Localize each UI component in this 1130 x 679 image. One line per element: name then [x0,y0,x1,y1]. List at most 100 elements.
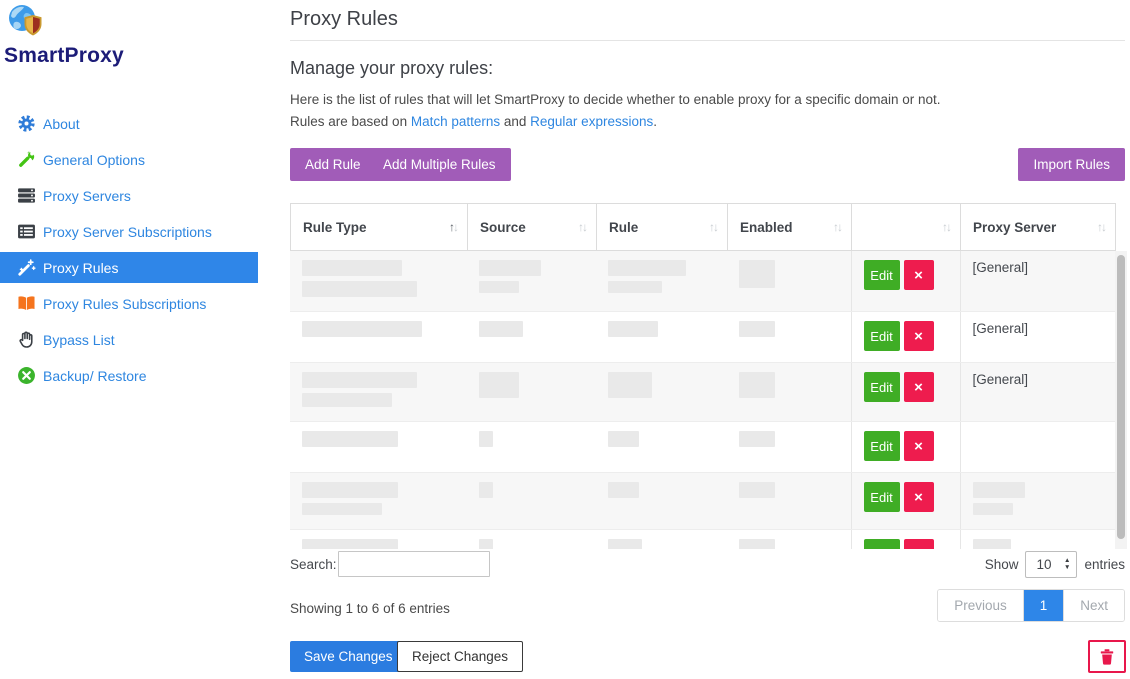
rule-cell [596,472,727,530]
table-row: Edit × [General] [290,251,1115,312]
smartproxy-logo-icon [8,4,42,38]
previous-page-button[interactable]: Previous [938,590,1023,621]
next-page-button[interactable]: Next [1063,590,1124,621]
app-title: SmartProxy [4,44,124,67]
proxy-server-value: [General] [972,260,1029,275]
redacted-value [972,503,1013,515]
rule-cell [727,362,851,422]
gear-icon [17,114,36,133]
table-body-viewport: Edit × [General] Edit × [General] Edit × [Genera… [290,251,1115,549]
proxy-rules-table: Rule Type ↑↓ Source ↑↓ Rule ↑↓ Enabled ↑↓ ↑↓ Prox… [290,203,1116,549]
table-row: Edit × [General] [290,311,1115,363]
import-rules-button[interactable]: Import Rules [1018,148,1125,181]
edit-rule-button[interactable]: Edit [863,539,900,549]
proxy-server-value: [General] [972,321,1029,336]
sidebar-item-proxy-rules[interactable]: Proxy Rules [0,252,258,283]
wrench-icon [17,150,36,169]
search-label: Search: [290,557,337,572]
delete-rule-button[interactable]: × [903,431,934,461]
title-divider [290,40,1125,41]
edit-rule-button[interactable]: Edit [863,260,900,290]
delete-rule-button[interactable]: × [903,482,934,512]
redacted-value [608,482,639,498]
add-rule-button[interactable]: Add Rule [290,148,376,181]
edit-rule-button[interactable]: Edit [863,431,900,461]
sidebar-item-label: Proxy Rules [43,259,119,276]
table-header-row: Rule Type ↑↓ Source ↑↓ Rule ↑↓ Enabled ↑↓ ↑↓ Prox… [290,203,1116,251]
proxy-server-cell: [General] [959,362,1115,422]
add-multiple-rules-button[interactable]: Add Multiple Rules [368,148,511,181]
actions-cell: Edit× [850,529,960,549]
page-size-select[interactable]: 10 ▲ ▼ [1025,551,1078,578]
rule-cell [290,311,467,363]
redacted-value [302,482,398,498]
sort-icon: ↑↓ [942,220,952,234]
redacted-value [608,260,686,276]
delete-all-rules-button[interactable] [1088,640,1126,673]
table-row: Edit× [290,472,1115,530]
rules-note-and: and [500,114,531,129]
sidebar-item-proxy-server-subscriptions[interactable]: Proxy Server Subscriptions [0,216,258,247]
table-scrollbar[interactable] [1115,251,1127,549]
reject-changes-button[interactable]: Reject Changes [397,641,524,672]
delete-rule-button[interactable]: × [903,372,934,402]
column-header-rule[interactable]: Rule ↑↓ [596,203,728,251]
save-changes-button[interactable]: Save Changes [290,641,407,672]
redacted-value [739,431,775,447]
table-scrollbar-thumb[interactable] [1117,255,1125,539]
redacted-value [302,503,382,515]
column-header-rule-type[interactable]: Rule Type ↑↓ [290,203,468,251]
hand-icon [17,330,36,349]
column-header-source[interactable]: Source ↑↓ [467,203,597,251]
sidebar-item-label: About [43,115,80,132]
match-patterns-link[interactable]: Match patterns [410,114,501,129]
rule-cell [727,251,851,312]
proxy-server-value: [General] [972,372,1029,387]
redacted-value [608,431,639,447]
actions-cell: Edit× [850,421,960,473]
actions-cell: Edit× [850,362,960,422]
sidebar-item-general-options[interactable]: General Options [0,144,258,175]
page-1-button[interactable]: 1 [1022,590,1064,621]
edit-rule-button[interactable]: Edit [863,482,900,512]
edit-rule-button[interactable]: Edit [863,372,900,402]
edit-rule-button[interactable]: Edit [863,321,900,351]
entries-label: entries [1084,557,1125,572]
redacted-value [608,321,658,337]
redacted-value [479,539,493,549]
redacted-value [302,260,402,276]
delete-rule-button[interactable]: × [903,321,934,351]
rule-cell [467,472,596,530]
delete-rule-button[interactable]: × [903,260,934,290]
sidebar-item-bypass-list[interactable]: Bypass List [0,324,258,355]
page-title: Proxy Rules [290,8,398,30]
delete-rule-button[interactable]: × [903,539,934,549]
sidebar-item-proxy-servers[interactable]: Proxy Servers [0,180,258,211]
rule-cell [467,311,596,363]
column-header-enabled[interactable]: Enabled ↑↓ [727,203,852,251]
sidebar-item-about[interactable]: About [0,108,258,139]
redacted-value [302,431,398,447]
redacted-value [479,281,519,293]
pagination: Previous 1 Next [937,589,1125,622]
search-input[interactable] [338,551,490,577]
sidebar-item-proxy-rules-subscriptions[interactable]: Proxy Rules Subscriptions [0,288,258,319]
column-header-actions[interactable]: ↑↓ [851,203,961,251]
column-label: Source [480,219,526,235]
rule-cell [467,529,596,549]
rule-cell [290,362,467,422]
rule-cell [467,251,596,312]
rules-table-body-table: Edit × [General] Edit × [General] Edit × [Genera… [290,251,1115,549]
rule-cell [467,421,596,473]
sidebar-item-backup-restore[interactable]: Backup/ Restore [0,360,258,391]
table-row: Edit× [290,529,1115,549]
sort-icon: ↑↓ [578,220,588,234]
table-row: Edit× [290,421,1115,473]
regular-expressions-link[interactable]: Regular expressions [530,114,654,129]
column-header-proxy-server[interactable]: Proxy Server ↑↓ [960,203,1116,251]
sort-icon: ↑↓ [449,220,459,234]
redacted-value [479,372,519,398]
description-line2: Rules are based on Match patterns and Re… [290,114,657,129]
restore-icon [17,366,36,385]
sort-icon: ↑↓ [833,220,843,234]
